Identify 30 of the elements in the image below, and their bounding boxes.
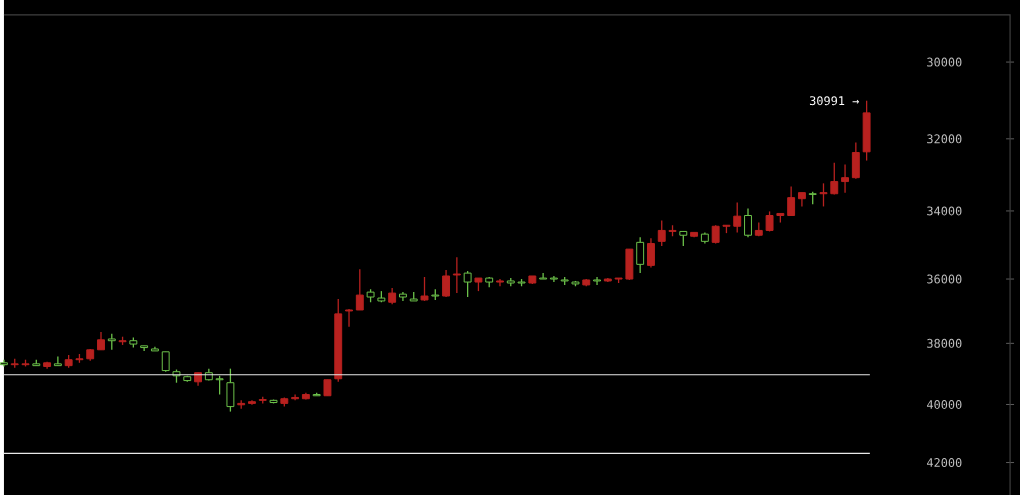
candlestick xyxy=(593,276,601,286)
y-tick-label: 40000 xyxy=(926,400,962,410)
candlestick xyxy=(733,202,742,234)
candlestick xyxy=(830,162,839,196)
candlestick xyxy=(53,356,62,367)
candlestick xyxy=(442,269,451,298)
y-tick-label: 38000 xyxy=(927,339,962,349)
candlestick xyxy=(636,236,645,274)
y-tick-label: 42000 xyxy=(926,458,962,468)
candlestick xyxy=(539,272,548,280)
y-tick-label: 34000 xyxy=(927,206,962,216)
candlestick xyxy=(452,256,461,294)
candlestick xyxy=(215,375,224,396)
candlestick xyxy=(819,182,828,208)
candlestick xyxy=(226,368,235,413)
candlestick xyxy=(291,394,300,402)
y-tick-label: 30000 xyxy=(927,57,962,67)
candlestick xyxy=(841,164,850,194)
y-tick-label: 32000 xyxy=(927,134,962,144)
y-tick-label: 36000 xyxy=(927,274,962,284)
candlestick xyxy=(161,351,170,373)
candlestick xyxy=(744,208,752,239)
candlestick xyxy=(787,186,796,217)
candlestick xyxy=(355,268,364,311)
candlestick xyxy=(647,237,655,269)
candlestick xyxy=(345,308,353,328)
annotation: 30991 → xyxy=(809,96,859,106)
candlestick xyxy=(657,219,666,247)
candlestick xyxy=(463,270,472,298)
candlestick xyxy=(711,224,720,245)
